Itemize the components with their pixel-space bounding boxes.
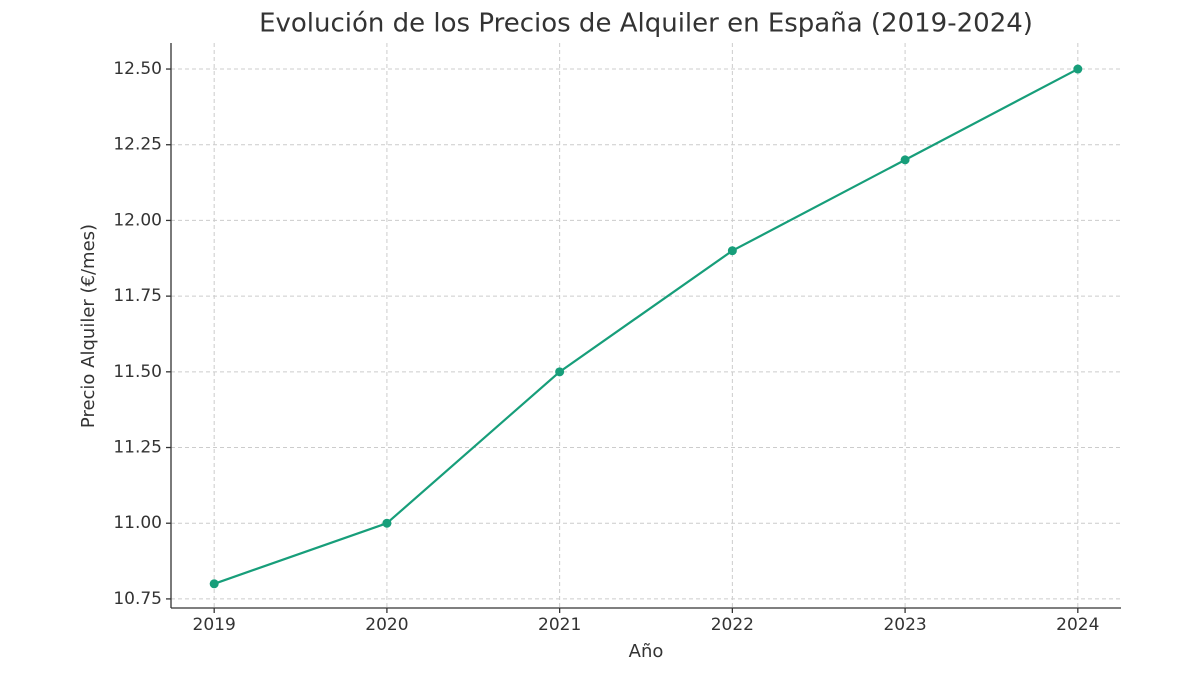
point: [382, 518, 392, 528]
y-tick-label: 12.50: [113, 59, 162, 79]
chart-title: Evolución de los Precios de Alquiler en …: [259, 9, 1033, 39]
x-tick-label: 2023: [883, 615, 926, 635]
y-tick-label: 11.50: [113, 362, 162, 382]
y-tick-label: 11.75: [113, 286, 162, 306]
y-tick-label: 12.00: [113, 210, 162, 230]
point: [900, 155, 910, 165]
x-tick-label: 2021: [538, 615, 581, 635]
x-tick-label: 2024: [1056, 615, 1099, 635]
y-tick-label: 11.00: [113, 513, 162, 533]
x-tick-label: 2022: [711, 615, 754, 635]
point: [555, 367, 565, 377]
y-tick-label: 12.25: [113, 135, 162, 155]
y-tick-label: 11.25: [113, 438, 162, 458]
x-axis-label: Año: [629, 641, 664, 662]
y-tick-label: 10.75: [113, 589, 162, 609]
x-tick-label: 2020: [365, 615, 408, 635]
x-tick-label: 2019: [193, 615, 236, 635]
point: [1073, 64, 1083, 74]
point: [209, 579, 219, 589]
line: [213, 68, 1079, 585]
y-axis-label: Precio Alquiler (€/mes): [78, 224, 99, 428]
point: [727, 246, 737, 256]
